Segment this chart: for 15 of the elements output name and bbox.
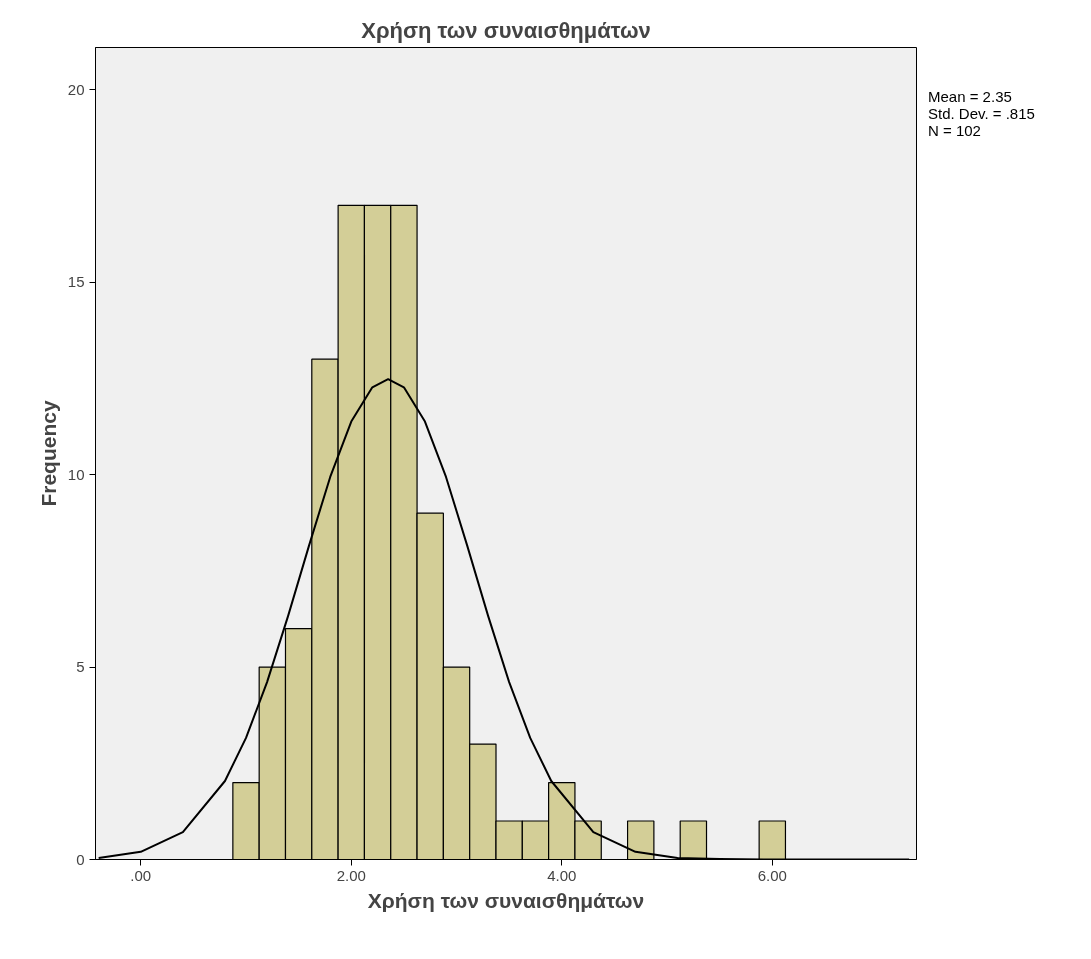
- y-tick-label: 20: [67, 80, 85, 98]
- x-tick-label: 6.00: [757, 866, 787, 884]
- y-tick-label: 10: [67, 465, 85, 483]
- x-axis-title: Χρήση των συναισθημάτων: [367, 888, 645, 912]
- y-tick-label: 5: [76, 658, 85, 676]
- y-tick-label: 15: [67, 273, 85, 291]
- chart-title: Χρήση των συναισθημάτων: [361, 17, 651, 43]
- x-tick-label: 2.00: [336, 866, 366, 884]
- y-axis-title: Frequency: [36, 400, 60, 507]
- x-tick-label: .00: [130, 866, 152, 884]
- text: Mean = 2.35: [928, 88, 1012, 105]
- text: N = 102: [928, 122, 981, 139]
- text: Std. Dev. = .815: [928, 105, 1035, 122]
- y-tick-label: 0: [76, 850, 85, 868]
- x-tick-label: 4.00: [547, 866, 577, 884]
